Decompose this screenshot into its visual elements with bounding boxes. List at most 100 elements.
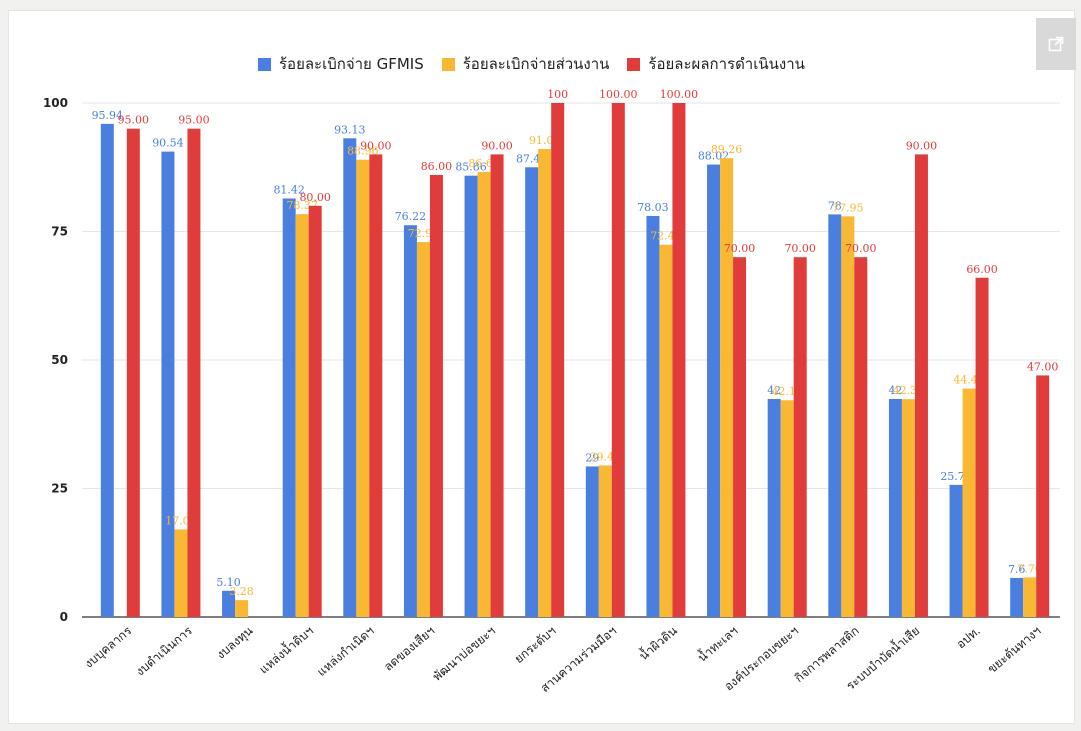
data-label: 90.54 — [152, 137, 184, 150]
data-label: 100.00 — [599, 88, 638, 101]
y-tick-label: 25 — [51, 482, 68, 496]
data-label: 90.00 — [360, 139, 392, 152]
bar-performance[interactable] — [429, 174, 443, 617]
bar-gfmis[interactable] — [949, 484, 963, 617]
bar-department[interactable] — [174, 529, 188, 617]
data-label: 90.00 — [906, 139, 938, 152]
data-label: 77.95 — [832, 201, 864, 214]
bar-performance[interactable] — [611, 103, 625, 617]
bar-gfmis[interactable] — [767, 398, 781, 617]
bar-department[interactable] — [841, 216, 855, 617]
bar-performance[interactable] — [914, 154, 928, 617]
bar-performance[interactable] — [854, 257, 868, 617]
data-label: 42 — [888, 384, 902, 397]
data-label: 80.00 — [299, 191, 331, 204]
data-label: 7.70 — [1017, 562, 1042, 575]
data-label: 100.00 — [660, 88, 699, 101]
bar-department[interactable] — [356, 159, 370, 617]
data-label: 76.22 — [395, 210, 427, 223]
x-tick-label: น้ำทะเลฯ — [694, 622, 741, 665]
bar-gfmis[interactable] — [585, 466, 599, 617]
legend-item-gfmis[interactable]: ร้อยละเบิกจ่าย GFMIS — [258, 52, 424, 76]
data-label: 85.86 — [455, 161, 487, 174]
bar-performance[interactable] — [187, 128, 201, 617]
bar-gfmis[interactable] — [403, 225, 417, 618]
bar-department[interactable] — [538, 149, 552, 618]
bar-department[interactable] — [962, 388, 976, 617]
legend-item-performance[interactable]: ร้อยละผลการดำเนินงาน — [627, 52, 805, 76]
bar-department[interactable] — [235, 600, 249, 617]
bar-department[interactable] — [477, 171, 491, 617]
legend-label-department: ร้อยละเบิกจ่ายส่วนงาน — [462, 55, 610, 73]
bar-performance[interactable] — [126, 128, 140, 617]
bar-gfmis[interactable] — [888, 398, 902, 617]
bar-department[interactable] — [416, 242, 430, 618]
data-label: 3.28 — [229, 585, 254, 598]
data-label: 100 — [547, 88, 568, 101]
bar-gfmis[interactable] — [282, 198, 296, 617]
external-link-icon — [1048, 36, 1064, 52]
bar-department[interactable] — [598, 465, 612, 617]
bar-performance[interactable] — [672, 103, 686, 617]
y-tick-label: 50 — [51, 353, 68, 367]
bar-gfmis[interactable] — [707, 164, 721, 617]
bar-department[interactable] — [780, 400, 794, 617]
data-label: 95.00 — [118, 114, 150, 127]
data-label: 5.10 — [216, 576, 241, 589]
data-label: 95.94 — [92, 109, 124, 122]
bar-department[interactable] — [659, 244, 673, 618]
data-label: 78 — [828, 199, 842, 212]
x-tick-label: งบลงทุน — [214, 624, 256, 663]
data-label: 66.00 — [966, 263, 998, 276]
bar-performance[interactable] — [793, 257, 807, 617]
bar-performance[interactable] — [1036, 375, 1050, 617]
legend-swatch-performance — [627, 57, 641, 71]
data-label: 7.6 — [1008, 563, 1026, 576]
data-label: 70.00 — [784, 242, 816, 255]
y-tick-label: 100 — [43, 96, 68, 110]
bar-gfmis[interactable] — [100, 123, 114, 617]
x-tick-label: น้ำผิวดิน — [635, 622, 680, 663]
data-label: 86.00 — [421, 160, 453, 173]
bar-gfmis[interactable] — [828, 214, 842, 618]
data-label: 29 — [585, 451, 599, 464]
data-label: 81.42 — [273, 184, 305, 197]
x-tick-label: ลดของเสียฯ — [381, 624, 437, 674]
x-tick-label: ขยะต้นทางฯ — [985, 624, 1044, 676]
x-tick-label: งบดำเนินการ — [133, 623, 195, 678]
legend-label-performance: ร้อยละผลการดำเนินงาน — [648, 55, 805, 73]
bar-gfmis[interactable] — [161, 151, 175, 618]
legend-item-department[interactable]: ร้อยละเบิกจ่ายส่วนงาน — [441, 52, 610, 76]
bar-performance[interactable] — [490, 154, 504, 617]
legend-swatch-department — [441, 57, 455, 71]
bar-department[interactable] — [901, 399, 915, 617]
bar-gfmis[interactable] — [464, 175, 478, 617]
x-tick-label: ยกระดับฯ — [512, 624, 559, 666]
x-tick-label: อปท. — [954, 624, 983, 652]
data-label: 89.26 — [711, 143, 743, 156]
bar-performance[interactable] — [975, 277, 989, 617]
bar-performance[interactable] — [551, 103, 565, 617]
data-label: 70.00 — [724, 242, 756, 255]
data-label: 95.00 — [178, 114, 210, 127]
legend-swatch-gfmis — [258, 57, 271, 71]
bar-gfmis[interactable] — [222, 590, 236, 617]
bar-department[interactable] — [1023, 577, 1037, 617]
bar-performance[interactable] — [308, 205, 322, 618]
bar-gfmis[interactable] — [343, 138, 357, 617]
bar-department[interactable] — [295, 214, 309, 617]
bar-gfmis[interactable] — [646, 215, 660, 618]
legend-label-gfmis: ร้อยละเบิกจ่าย GFMIS — [279, 55, 424, 73]
data-label: 42 — [767, 384, 781, 397]
data-label: 93.13 — [334, 123, 366, 136]
chart-legend: ร้อยละเบิกจ่าย GFMIS ร้อยละเบิกจ่ายส่วนง… — [258, 52, 805, 76]
expand-button[interactable] — [1036, 18, 1076, 70]
bar-gfmis[interactable] — [1010, 577, 1024, 617]
data-label: 70.00 — [845, 242, 877, 255]
bar-gfmis[interactable] — [525, 167, 539, 618]
data-label: 78.03 — [637, 201, 669, 214]
bar-department[interactable] — [720, 158, 734, 617]
x-tick-label: แหล่งน้ำดิบฯ — [255, 622, 316, 677]
bar-performance[interactable] — [369, 154, 383, 617]
bar-performance[interactable] — [733, 257, 747, 617]
